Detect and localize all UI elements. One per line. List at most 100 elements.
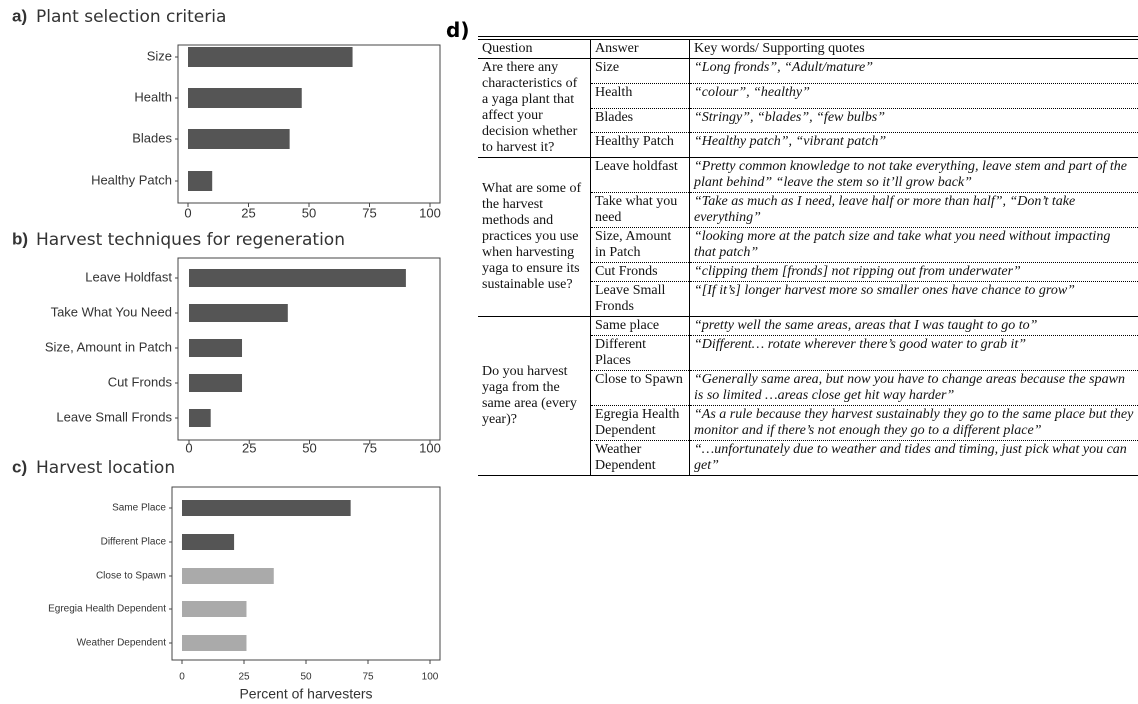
panel-label: d): [446, 18, 470, 42]
bar: [189, 269, 406, 287]
quote-cell: “[If it’s] longer harvest more so smalle…: [689, 281, 1138, 317]
quote-cell: “…unfortunately due to weather and tides…: [689, 440, 1138, 476]
y-tick-label: Leave Holdfast: [85, 269, 172, 284]
panel-label: b): [12, 229, 28, 248]
x-tick-label: 0: [185, 440, 192, 455]
bar: [182, 601, 247, 617]
bar: [188, 88, 302, 108]
quote-cell: “Take as much as I need, leave half or m…: [689, 192, 1138, 228]
x-tick-label: 50: [302, 440, 316, 455]
y-tick-label: Different Place: [101, 537, 167, 548]
y-tick-label: Healthy Patch: [91, 172, 172, 187]
bar: [182, 500, 351, 516]
panel-title: Harvest techniques for regeneration: [36, 230, 345, 250]
quote-cell: “colour”, “healthy”: [689, 82, 1138, 108]
quote-cell: “Stringy”, “blades”, “few bulbs”: [689, 107, 1138, 133]
x-axis-label: Percent of harvesters: [239, 686, 372, 702]
x-tick-label: 100: [419, 440, 441, 455]
header-cell: Key words/ Supporting quotes: [689, 38, 1138, 59]
table-row: Close to Spawn “Generally same area, but …: [478, 370, 1138, 406]
y-tick-label: Cut Fronds: [108, 374, 173, 389]
x-tick-label: 0: [184, 205, 191, 220]
bar: [188, 129, 290, 149]
table: Question Answer Key words/ Supporting quot…: [478, 36, 1138, 476]
y-tick-label: Health: [134, 89, 172, 104]
table-row: Health “colour”, “healthy”: [478, 82, 1138, 108]
quote-cell: “clipping them [fronds] not ripping out …: [689, 262, 1138, 282]
panel-title: Harvest location: [36, 458, 175, 478]
quote-cell: “Long fronds”, “Adult/mature”: [694, 60, 874, 75]
quote-cell: “As a rule because they harvest sustaina…: [689, 405, 1138, 441]
bar: [189, 304, 288, 322]
x-tick-label: 100: [419, 205, 441, 220]
answer-cell: Blades: [590, 107, 690, 133]
panel-label: a): [12, 6, 27, 25]
table-row: What are some of the harvest methods and…: [478, 157, 1138, 317]
answer-cell: Healthy Patch: [590, 132, 690, 158]
bar: [182, 534, 235, 550]
table-row: Are there any characteristics of a yaga …: [478, 58, 1138, 158]
table-row: Weather Dependent “…unfortunately due to …: [478, 440, 1138, 476]
bar: [188, 171, 213, 191]
answer-cell: Leave Small Fronds: [590, 281, 690, 317]
table-row: Cut Fronds “clipping them [fronds] not ri…: [478, 262, 1138, 282]
answer-cell: Egregia Health Dependent: [590, 405, 690, 441]
x-tick-label: 25: [238, 672, 250, 683]
x-tick-label: 25: [241, 205, 255, 220]
y-tick-label: Take What You Need: [51, 304, 172, 319]
table-row: Size, Amount in Patch “looking more at th…: [478, 227, 1138, 263]
answer-cell: Leave holdfast: [590, 157, 690, 193]
bar: [189, 374, 243, 392]
answer-cell: Weather Dependent: [590, 440, 690, 476]
x-tick-label: 50: [302, 205, 316, 220]
x-tick-label: 100: [422, 672, 439, 683]
answer-cell: Take what you need: [590, 192, 690, 228]
plot-frame: [177, 44, 441, 204]
table-row: Do you harvest yaga from the same area (…: [478, 316, 1138, 476]
quote-cell: “Healthy patch”, “vibrant patch”: [689, 132, 1138, 158]
y-tick-label: Size: [147, 48, 172, 63]
quote-cell: “Different… rotate wherever there’s good…: [689, 335, 1138, 371]
bar: [189, 409, 211, 427]
table-row: Different Places “Different… rotate where…: [478, 335, 1138, 371]
bar: [182, 568, 274, 584]
answer-cell: Close to Spawn: [590, 370, 690, 406]
table-row: Blades “Stringy”, “blades”, “few bulbs”: [478, 107, 1138, 133]
quote-cell: “Pretty common knowledge to not take eve…: [689, 157, 1138, 193]
header-cell: Question: [478, 38, 591, 59]
y-tick-label: Blades: [132, 130, 172, 145]
header-row: Question Answer Key words/ Supporting quot…: [478, 38, 1138, 59]
charts: a) Plant selection criteria 0 25 50 75 100 Size…: [12, 6, 441, 702]
table-row: Leave Small Fronds “[If it’s] longer harv…: [478, 281, 1138, 317]
y-tick-label: Same Place: [112, 503, 166, 514]
bar: [188, 47, 353, 67]
x-tick-label: 0: [179, 672, 185, 683]
question-cell: What are some of the harvest methods and…: [478, 157, 591, 317]
x-tick-label: 75: [363, 440, 377, 455]
answer-cell: Size: [590, 58, 690, 84]
y-tick-label: Leave Small Fronds: [56, 409, 172, 424]
answer-cell: Health: [590, 82, 690, 108]
y-tick-label: Size, Amount in Patch: [45, 339, 172, 354]
x-tick-label: 50: [300, 672, 312, 683]
y-tick-label: Weather Dependent: [77, 638, 167, 649]
answer-cell: Size, Amount in Patch: [590, 227, 690, 263]
quote-cell: “looking more at the patch size and take…: [689, 227, 1138, 263]
table-row: Healthy Patch “Healthy patch”, “vibrant p…: [478, 132, 1138, 158]
bar: [182, 635, 247, 651]
table-row: Take what you need “Take as much as I nee…: [478, 192, 1138, 228]
answer-cell: Same place: [590, 316, 690, 336]
answer-cell: Different Places: [590, 335, 690, 371]
y-tick-label: Egregia Health Dependent: [48, 604, 166, 615]
x-tick-label: 75: [362, 672, 374, 683]
table-row: Egregia Health Dependent “As a rule becau…: [478, 405, 1138, 441]
panel-title: Plant selection criteria: [36, 7, 226, 27]
answer-cell: Cut Fronds: [590, 262, 690, 282]
panel-label: c): [12, 457, 27, 476]
y-tick-label: Close to Spawn: [96, 571, 166, 582]
x-tick-label: 75: [362, 205, 376, 220]
question-cell: Do you harvest yaga from the same area (…: [478, 316, 591, 476]
question-cell: Are there any characteristics of a yaga …: [478, 58, 591, 158]
quote-cell: “Generally same area, but now you have t…: [689, 370, 1138, 406]
